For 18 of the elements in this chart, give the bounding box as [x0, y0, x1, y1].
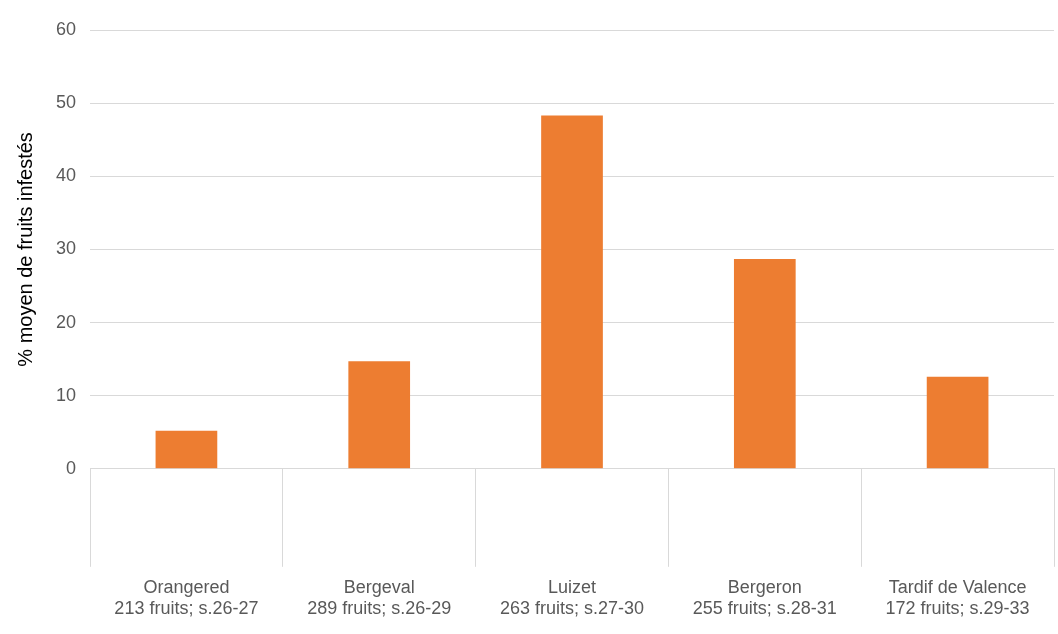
bar	[733, 258, 796, 469]
y-tick-label: 50	[55, 92, 77, 113]
y-tick-label: 30	[55, 238, 77, 259]
y-axis-title: % moyen de fruits infestés	[13, 132, 36, 367]
bar	[926, 376, 989, 469]
x-tick-label: Luizet 263 fruits; s.27-30	[499, 576, 645, 619]
y-tick-label: 60	[55, 18, 77, 39]
x-tick-label: Bergeval 289 fruits; s.26-29	[307, 576, 452, 619]
x-tick-label: Orangered 213 fruits; s.26-27	[114, 576, 259, 619]
bar	[348, 361, 411, 469]
bar	[155, 430, 218, 469]
bar	[541, 115, 603, 469]
y-tick-label: 20	[55, 311, 77, 332]
y-tick-label: 40	[55, 165, 77, 186]
x-tick-label: Tardif de Valence 172 fruits; s.29-33	[885, 576, 1030, 619]
x-tick-label: Bergeron 255 fruits; s.28-31	[692, 576, 837, 619]
y-tick-label: 0	[66, 457, 77, 478]
y-tick-label: 10	[55, 384, 77, 405]
